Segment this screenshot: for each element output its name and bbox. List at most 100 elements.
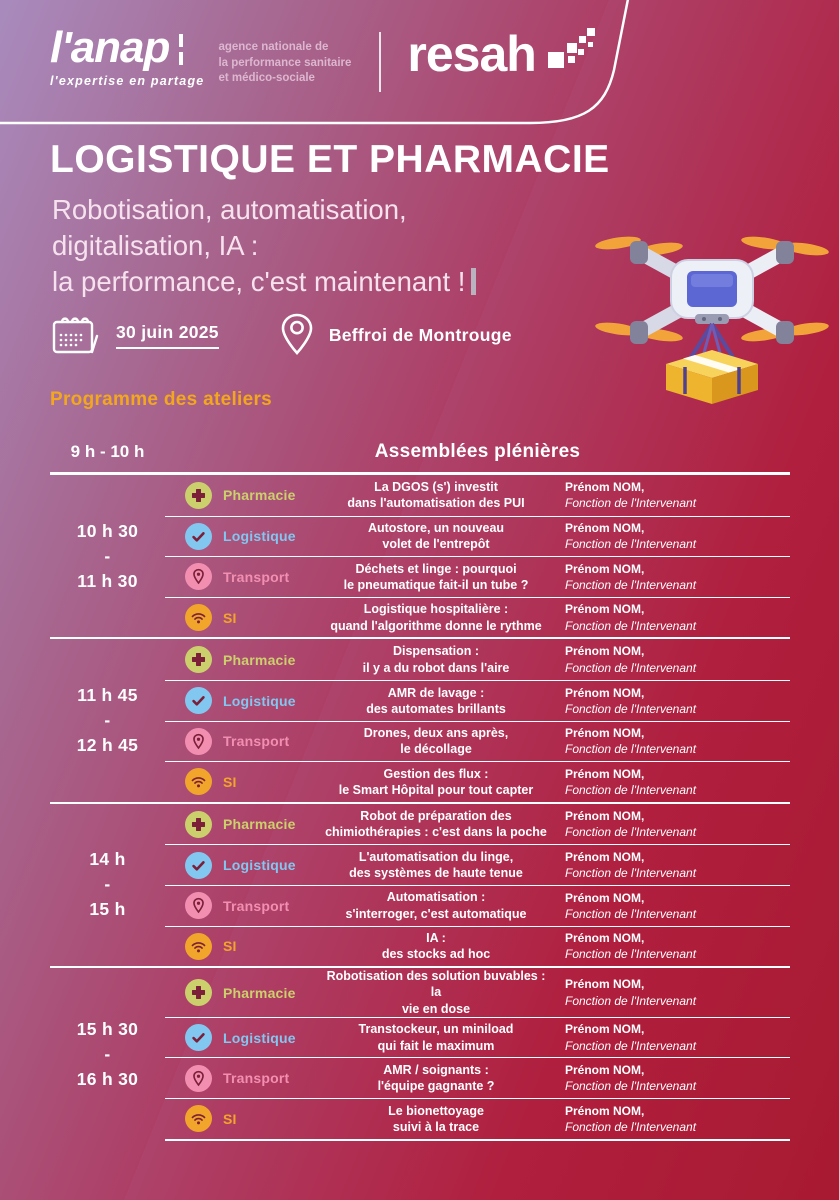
medical-cross-icon	[185, 810, 212, 838]
session-row: Pharmacie Robot de préparation des chimiot…	[165, 804, 790, 845]
category-label: SI	[223, 1110, 237, 1127]
session-row: Pharmacie Dispensation : il y a du robot d…	[165, 639, 790, 680]
speaker-cell: Prénom NOM, Fonction de l'Intervenant	[552, 1021, 790, 1053]
session-title: Autostore, un nouveau volet de l'entrepôt	[320, 520, 552, 553]
session-rows: Pharmacie La DGOS (s') investit dans l'aut…	[165, 475, 790, 637]
category-label: Pharmacie	[223, 816, 296, 833]
session-title-line: L'automatisation du linge,	[358, 849, 514, 864]
time-slot-start: 14 h	[89, 849, 126, 870]
time-slot: 14 h - 15 h	[50, 804, 165, 966]
session-title-line: des automates brillants	[366, 701, 506, 716]
plenary-header-row: 9 h - 10 h Assemblées plénières	[50, 441, 790, 475]
session-title: Gestion des flux : le Smart Hôpital pour …	[320, 766, 552, 799]
speaker-name: Prénom NOM,	[565, 849, 645, 864]
speaker-name: Prénom NOM,	[565, 561, 645, 576]
category-cell: Logistique	[165, 1024, 320, 1052]
category-cell: Pharmacie	[165, 646, 320, 674]
session-title: Le bionettoyage suivi à la trace	[320, 1103, 552, 1136]
session-title-line: des stocks ad hoc	[381, 947, 491, 962]
speaker-name: Prénom NOM,	[565, 644, 645, 659]
session-title-line: Déchets et linge : pourquoi	[355, 561, 517, 576]
category-label: Pharmacie	[223, 651, 296, 668]
session-rows: Pharmacie Robot de préparation des chimiot…	[165, 804, 790, 966]
category-label: Pharmacie	[223, 487, 296, 504]
checkmark-icon	[185, 687, 212, 715]
session-title: AMR / soignants : l'équipe gagnante ?	[320, 1062, 552, 1095]
session-title-line: le Smart Hôpital pour tout capter	[338, 782, 534, 797]
session-title-line: AMR / soignants :	[383, 1063, 489, 1078]
category-label: Transport	[223, 568, 290, 585]
checkmark-icon	[185, 1024, 212, 1052]
category-label: Transport	[223, 733, 290, 750]
speaker-role: Fonction de l'Intervenant	[565, 825, 697, 840]
session-title-line: Logistique hospitalière :	[363, 602, 509, 617]
event-date: 30 juin 2025	[50, 312, 219, 358]
speaker-name: Prénom NOM,	[565, 480, 645, 495]
resah-pixel-icon	[546, 26, 596, 78]
speaker-role: Fonction de l'Intervenant	[565, 782, 697, 797]
medical-cross-icon	[185, 646, 212, 674]
subtitle-line: la performance, c'est maintenant !	[52, 264, 477, 300]
category-cell: Logistique	[165, 687, 320, 715]
wifi-icon	[185, 1105, 212, 1133]
session-title-line: il y a du robot dans l'aire	[362, 660, 510, 675]
session-title-line: le décollage	[400, 742, 472, 757]
speaker-cell: Prénom NOM, Fonction de l'Intervenant	[552, 561, 790, 593]
session-title: La DGOS (s') investit dans l'automatisati…	[320, 479, 552, 512]
anap-colon-icon	[179, 34, 184, 65]
session-title: Transtockeur, un miniload qui fait le max…	[320, 1021, 552, 1054]
session-title-line: Le bionettoyage	[388, 1103, 484, 1118]
speaker-cell: Prénom NOM, Fonction de l'Intervenant	[552, 849, 790, 881]
header-logos: l'anap l'expertise en partage agence nat…	[50, 26, 596, 92]
time-slot: 11 h 45 - 12 h 45	[50, 639, 165, 801]
category-cell: Transport	[165, 563, 320, 591]
text-cursor	[471, 268, 477, 295]
speaker-name: Prénom NOM,	[565, 602, 645, 617]
time-slot: 10 h 30 - 11 h 30	[50, 475, 165, 637]
session-row: Logistique Autostore, un nouveau volet de …	[165, 515, 790, 557]
speaker-name: Prénom NOM,	[565, 931, 645, 946]
speaker-name: Prénom NOM,	[565, 890, 645, 905]
speaker-name: Prénom NOM,	[565, 1022, 645, 1037]
session-row: Logistique Transtockeur, un miniload qui f…	[165, 1016, 790, 1058]
schedule-group: 11 h 45 - 12 h 45 Pharmacie Dispensation : il…	[50, 637, 790, 801]
speaker-cell: Prénom NOM, Fonction de l'Intervenant	[552, 1062, 790, 1094]
program-schedule: 9 h - 10 h Assemblées plénières 10 h 30 -…	[50, 441, 790, 1141]
category-cell: Pharmacie	[165, 810, 320, 838]
medical-cross-icon	[185, 481, 212, 509]
time-dash: -	[104, 710, 111, 731]
time-slot-start: 11 h 45	[77, 685, 138, 706]
speaker-role: Fonction de l'Intervenant	[565, 618, 697, 633]
session-title: Déchets et linge : pourquoi le pneumatiqu…	[320, 561, 552, 594]
category-cell: SI	[165, 604, 320, 632]
speaker-role: Fonction de l'Intervenant	[565, 577, 697, 592]
schedule-group: 15 h 30 - 16 h 30 Pharmacie Robotisation des…	[50, 966, 790, 1141]
session-title-line: quand l'algorithme donne le rythme	[330, 618, 542, 633]
speaker-role: Fonction de l'Intervenant	[565, 1038, 697, 1053]
speaker-cell: Prénom NOM, Fonction de l'Intervenant	[552, 766, 790, 798]
calendar-icon	[52, 317, 99, 354]
session-title-line: des systèmes de haute tenue	[349, 866, 523, 881]
speaker-role: Fonction de l'Intervenant	[565, 1119, 697, 1134]
category-cell: Transport	[165, 727, 320, 755]
session-title: L'automatisation du linge, des systèmes d…	[320, 849, 552, 882]
speaker-role: Fonction de l'Intervenant	[565, 701, 697, 716]
speaker-cell: Prénom NOM, Fonction de l'Intervenant	[552, 685, 790, 717]
anap-description-line: et médico-sociale	[218, 72, 315, 85]
time-dash: -	[104, 874, 111, 895]
session-title: AMR de lavage : des automates brillants	[320, 685, 552, 718]
speaker-role: Fonction de l'Intervenant	[565, 866, 697, 881]
session-title: Automatisation : s'interroger, c'est auto…	[320, 889, 552, 922]
checkmark-icon	[185, 522, 212, 550]
session-title-line: le pneumatique fait-il un tube ?	[343, 577, 529, 592]
location-pin-icon	[281, 313, 313, 355]
checkmark-icon	[185, 851, 212, 879]
time-dash: -	[104, 1043, 111, 1064]
map-pin-icon	[185, 892, 212, 920]
category-label: SI	[223, 773, 237, 790]
speaker-role: Fonction de l'Intervenant	[565, 906, 697, 921]
session-title-line: IA :	[426, 931, 446, 946]
event-date-text: 30 juin 2025	[116, 322, 219, 349]
session-title-line: Automatisation :	[386, 890, 486, 905]
speaker-name: Prénom NOM,	[565, 1063, 645, 1078]
